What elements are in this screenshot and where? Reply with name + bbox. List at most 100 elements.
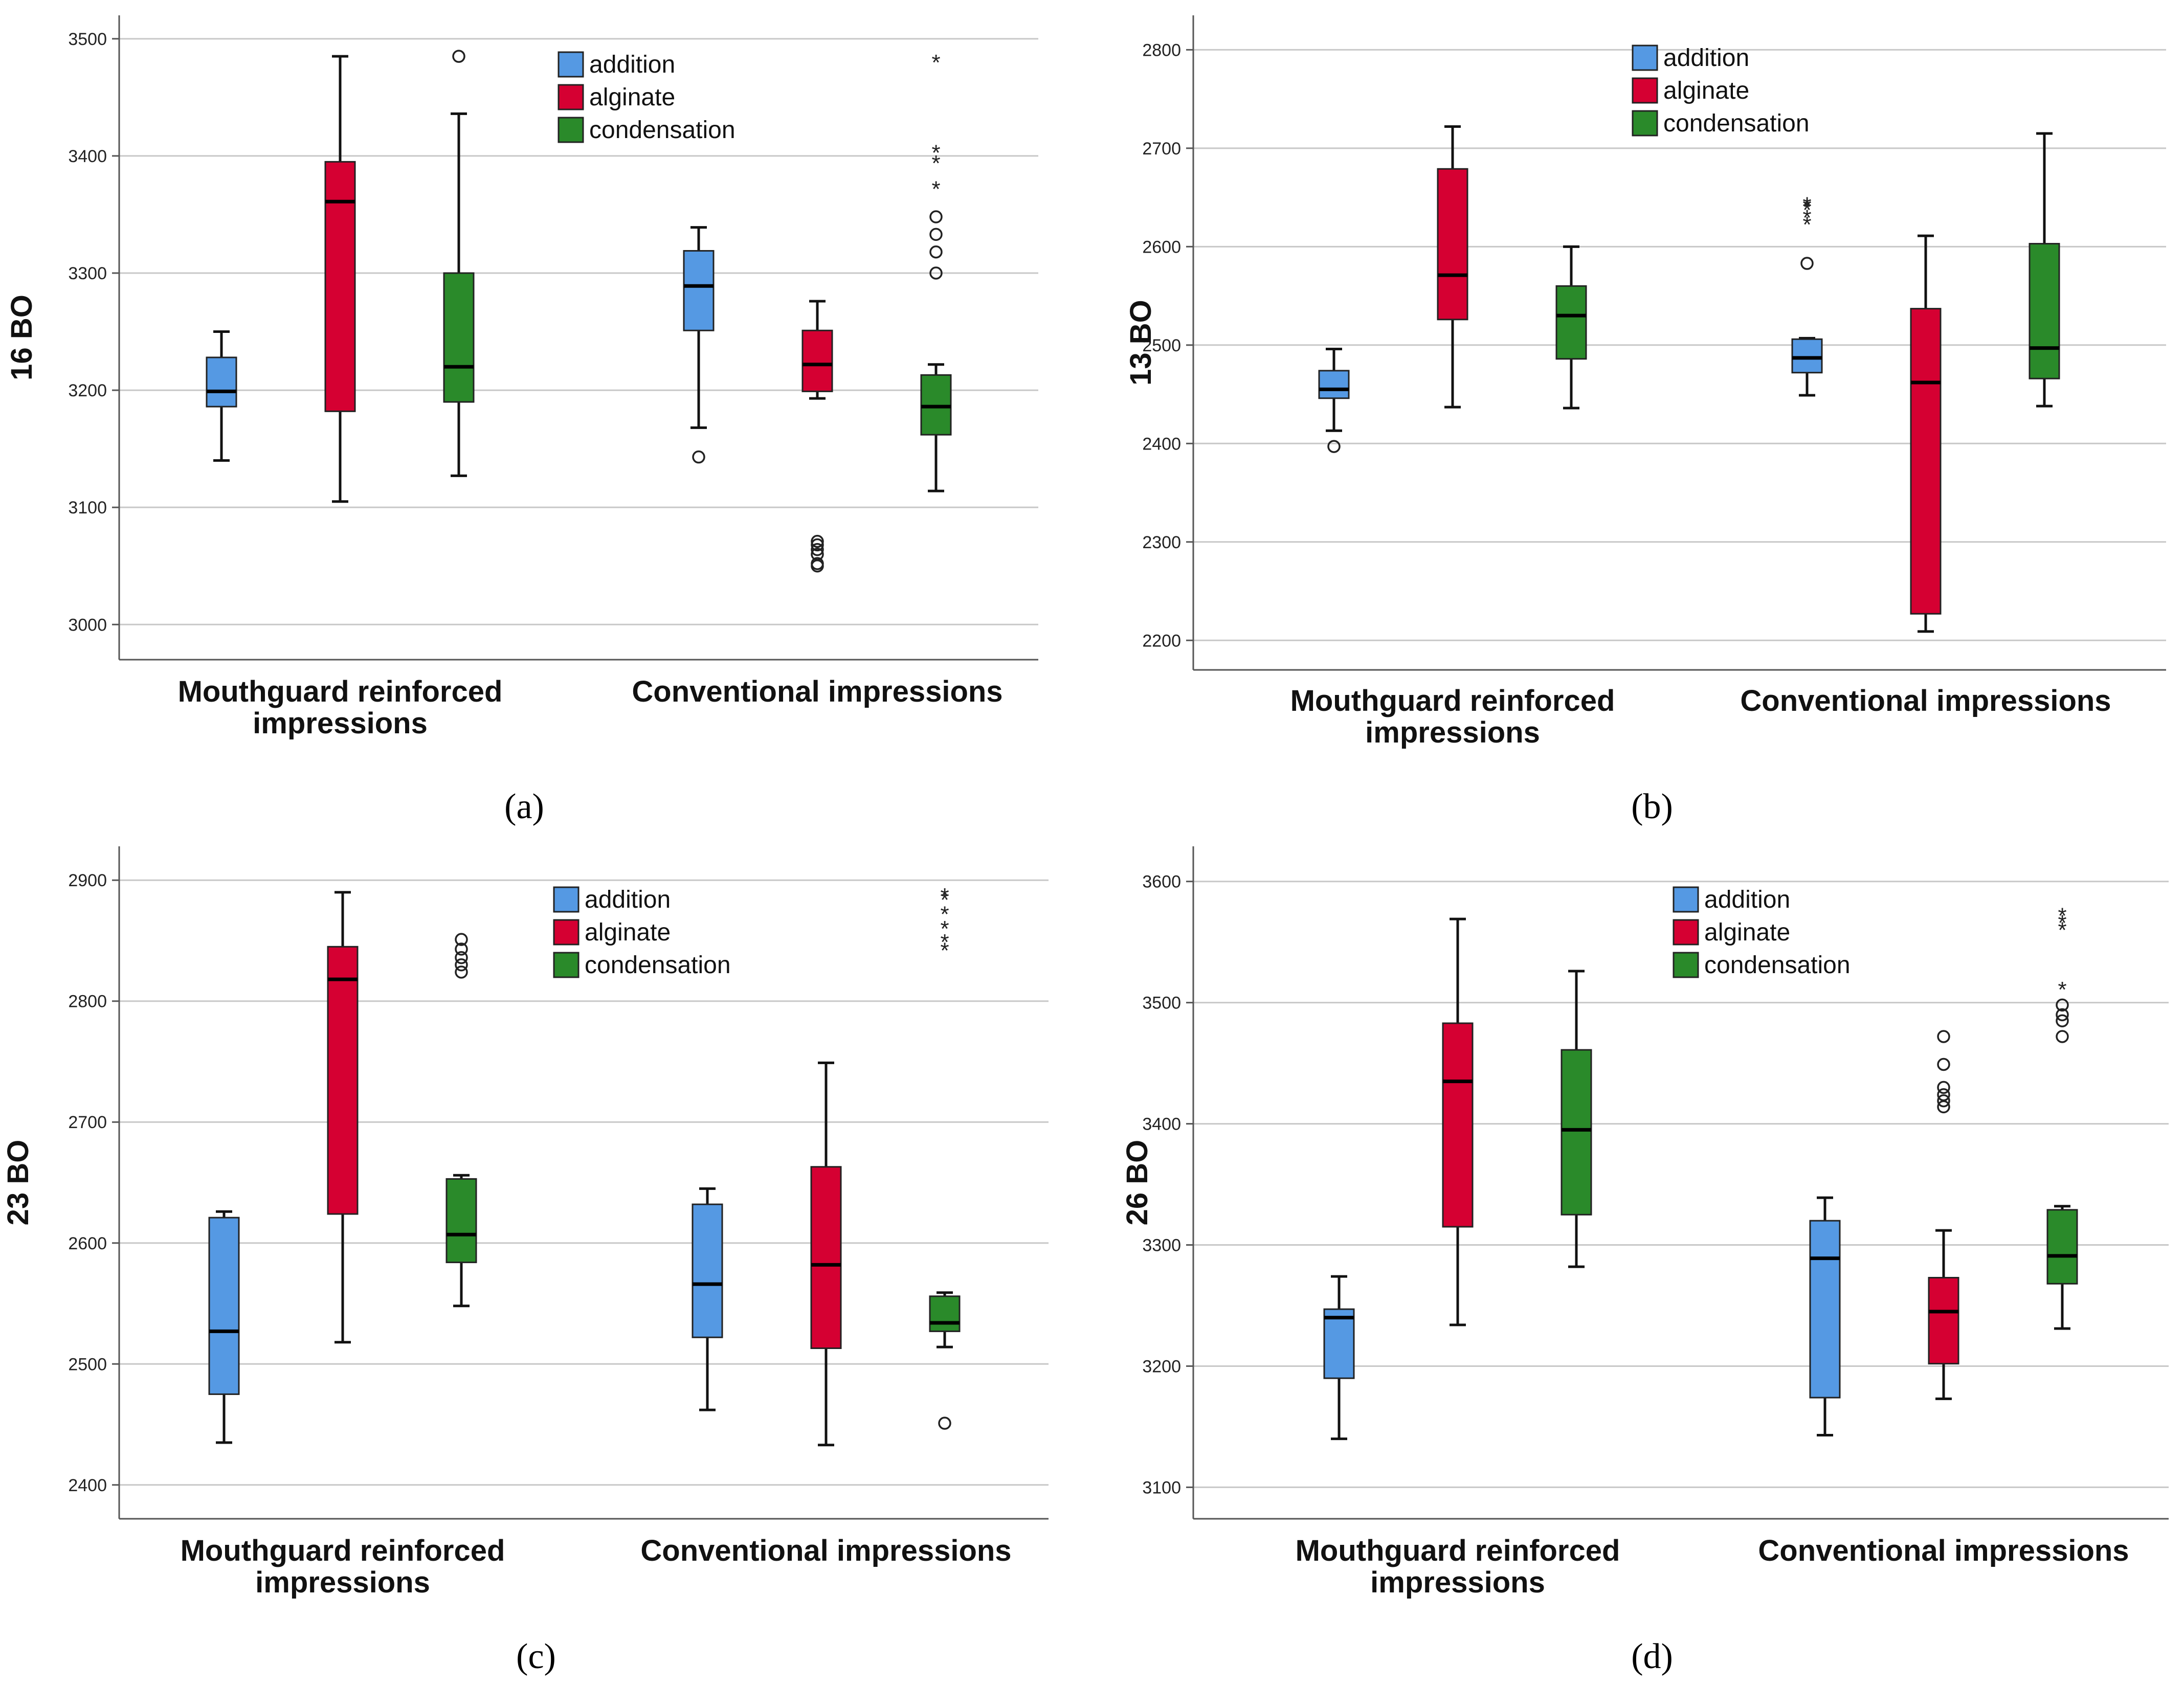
box-iqr: [208, 1217, 240, 1395]
x-category-label: Mouthguard reinforced impressions: [1296, 1534, 1620, 1599]
box-alginate-cat1: [1928, 1030, 1959, 1400]
extreme-point: *: [931, 176, 940, 201]
legend-swatch-alginate: [553, 919, 580, 946]
chart-panel-a: 3000 3100 3200 3300 3400 3500 16 BO Mouthguard …: [5, 15, 1038, 826]
box-alginate-cat0: [1442, 917, 1474, 1327]
outlier-point: [1937, 1094, 1950, 1108]
legend-label-condensation: condensation: [1704, 952, 1851, 979]
extreme-point: *: [1802, 193, 1811, 218]
y-tick-label: 2800: [1142, 40, 1181, 60]
legend-swatch-addition: [553, 886, 580, 913]
x-category-label-line: Conventional impressions: [632, 675, 1002, 708]
extreme-point: *: [1802, 195, 1811, 220]
x-category-label: Conventional impressions: [1740, 684, 2111, 717]
y-tick-label: 3300: [1142, 1236, 1181, 1255]
legend-label-condensation: condensation: [589, 117, 736, 144]
y-tick-label: 2600: [1142, 237, 1181, 257]
legend-label-addition: addition: [589, 51, 675, 78]
extreme-point: *: [940, 930, 949, 955]
x-category-label: Mouthguard reinforced impressions: [1290, 684, 1615, 749]
box-condensation-cat1: [2029, 132, 2060, 408]
x-category-label: Mouthguard reinforced impressions: [178, 675, 503, 740]
extreme-point: *: [2058, 977, 2066, 1002]
extreme-point: *: [1802, 212, 1811, 237]
legend-label-addition: addition: [1704, 886, 1790, 913]
y-tick-label: 2300: [1142, 533, 1181, 552]
extreme-point: *: [1802, 197, 1811, 222]
legend-label-alginate: alginate: [589, 84, 675, 111]
x-category-label-line: Conventional impressions: [640, 1534, 1011, 1567]
box-iqr: [810, 1166, 842, 1350]
box-iqr: [692, 1203, 723, 1338]
x-category-label-line: Conventional impressions: [1740, 684, 2111, 717]
box-condensation-cat1: ****: [920, 50, 952, 492]
y-tick-label: 2700: [68, 1113, 107, 1132]
box-iqr: [929, 1295, 961, 1332]
box-addition-cat1: [692, 1187, 723, 1411]
outlier-point: [455, 965, 468, 979]
outlier-point: [929, 266, 943, 280]
legend-label-alginate: alginate: [1663, 77, 1749, 104]
outlier-point: [455, 951, 468, 964]
outlier-point: [455, 942, 468, 956]
y-tick-label: 2400: [1142, 434, 1181, 454]
box-iqr: [443, 272, 475, 403]
legend-swatch-condensation: [1632, 110, 1658, 137]
box-iqr: [683, 250, 715, 331]
y-axis-label: 13 BO: [1124, 300, 1157, 386]
outlier-point: [452, 50, 465, 63]
box-alginate-cat1: [801, 300, 833, 573]
outlier-point: [929, 210, 943, 223]
box-iqr: [324, 161, 356, 412]
box-alginate-cat1: [810, 1061, 842, 1447]
box-iqr: [1437, 168, 1468, 321]
y-tick-label: 3500: [68, 30, 107, 49]
box-alginate-cat1: [1910, 234, 1942, 633]
box-iqr: [1928, 1276, 1959, 1365]
extreme-point: *: [940, 916, 949, 941]
box-condensation-cat1: ******: [929, 884, 961, 1430]
y-tick-label: 3600: [1142, 872, 1181, 892]
extreme-point: *: [931, 50, 940, 75]
box-addition-cat0: [206, 330, 237, 462]
extreme-point: *: [2058, 911, 2066, 936]
box-addition-cat0: [1318, 348, 1350, 453]
legend-swatch-condensation: [1673, 952, 1699, 978]
outlier-point: [455, 958, 468, 972]
x-category-label-line: Mouthguard reinforced: [181, 1534, 505, 1567]
outlier-point: [2056, 1030, 2069, 1043]
outlier-point: [1937, 1030, 1950, 1043]
y-tick-label: 2400: [68, 1476, 107, 1495]
y-tick-label: 3300: [68, 264, 107, 283]
outlier-point: [1800, 257, 1814, 270]
box-condensation-cat0: [1561, 970, 1592, 1268]
box-iqr: [1442, 1022, 1474, 1228]
box-addition-cat1: [1809, 1196, 1841, 1437]
y-tick-label: 3200: [68, 381, 107, 400]
extreme-point: *: [931, 140, 940, 165]
box-iqr: [1910, 308, 1942, 615]
legend-swatch-alginate: [1673, 919, 1699, 946]
x-category-label: Conventional impressions: [640, 1534, 1011, 1567]
outlier-point: [2056, 1008, 2069, 1022]
panel-label: (c): [516, 1637, 556, 1676]
extreme-point: *: [940, 938, 949, 963]
outlier-point: [455, 933, 468, 946]
box-condensation-cat0: [443, 50, 475, 477]
box-iqr: [801, 329, 833, 392]
y-tick-label: 2800: [68, 992, 107, 1011]
y-axis-label: 23 BO: [2, 1140, 35, 1226]
outlier-point: [692, 450, 705, 464]
y-tick-label: 3000: [68, 615, 107, 635]
extreme-point: *: [940, 887, 949, 912]
x-category-label-line: impressions: [1365, 716, 1540, 749]
box-condensation-cat0: [445, 933, 477, 1308]
box-condensation-cat0: [1555, 245, 1587, 410]
legend-swatch-addition: [1673, 886, 1699, 913]
y-tick-label: 3400: [68, 147, 107, 166]
chart-panel-b: 2200 2300 2400 2500 2600 2700 2800 13 BO Mouthgu…: [1124, 15, 2166, 826]
box-alginate-cat0: [327, 891, 359, 1344]
x-category-label-line: Conventional impressions: [1758, 1534, 2129, 1567]
box-iqr: [1561, 1049, 1592, 1216]
